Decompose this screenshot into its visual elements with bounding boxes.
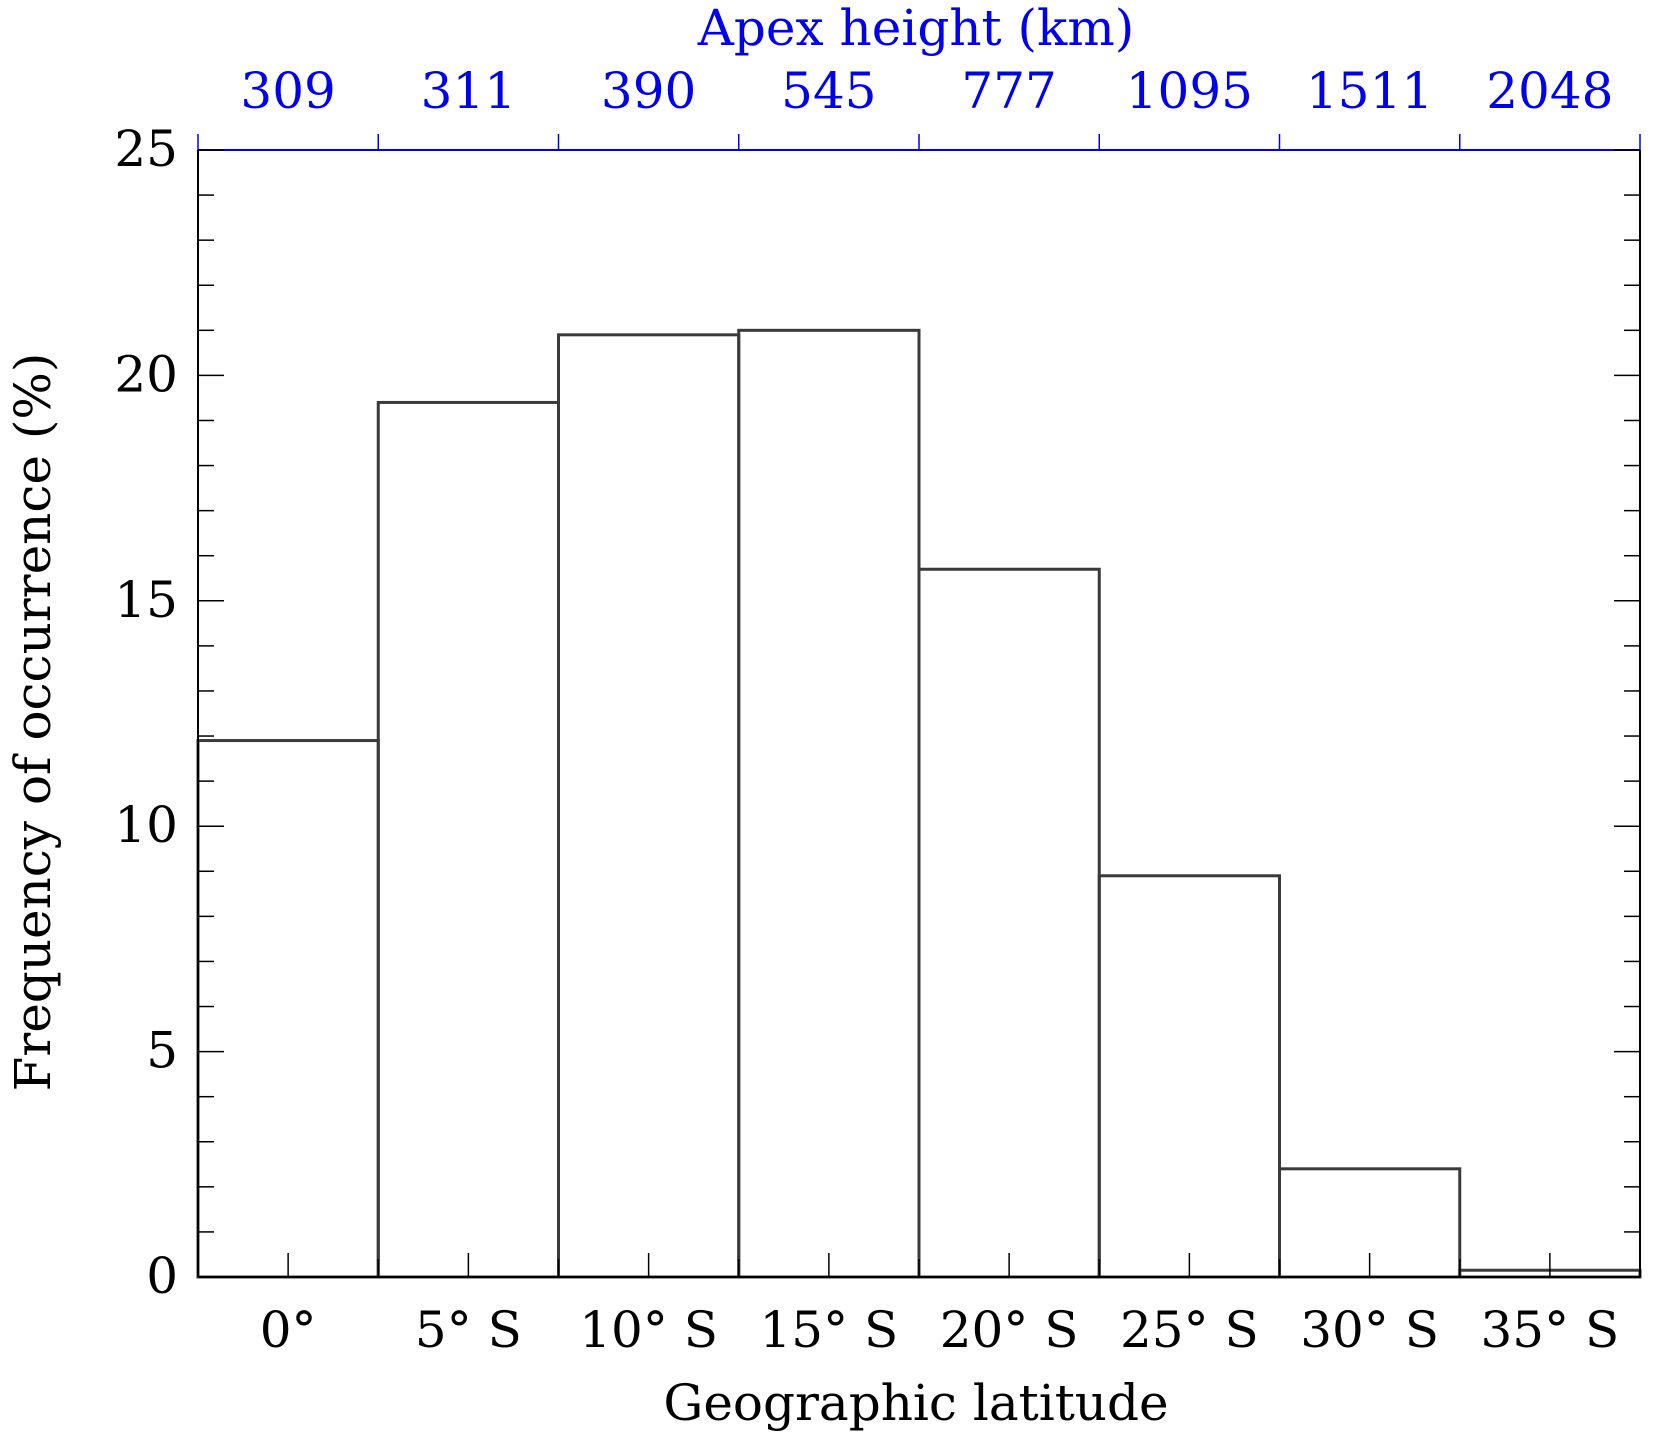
x-tick-label-1: 5° S bbox=[415, 1301, 522, 1359]
tick-labels-group: 0 5 10 15 20 25 0° 5° S 10° S 15° S 20° S 25° S 30° … bbox=[114, 62, 1619, 1359]
top-tick-label-1: 311 bbox=[421, 62, 516, 120]
x-tick-label-4: 20° S bbox=[940, 1301, 1079, 1359]
top-tick-label-3: 545 bbox=[781, 62, 876, 120]
y-axis-title: Frequency of occurrence (%) bbox=[4, 353, 62, 1092]
bar-5 bbox=[1097, 874, 1281, 1279]
y-tick-label-0: 0 bbox=[146, 1247, 178, 1305]
x-tick-label-7: 35° S bbox=[1480, 1301, 1619, 1359]
top-axis-title: Apex height (km) bbox=[697, 0, 1135, 57]
bars-group bbox=[196, 328, 1642, 1279]
y-tick-label-15: 15 bbox=[114, 571, 178, 629]
bar-0 bbox=[196, 739, 380, 1279]
bar-3 bbox=[737, 328, 921, 1279]
x-tick-label-5: 25° S bbox=[1120, 1301, 1259, 1359]
x-tick-label-3: 15° S bbox=[759, 1301, 898, 1359]
top-tick-label-0: 309 bbox=[240, 62, 335, 120]
top-tick-label-4: 777 bbox=[961, 62, 1056, 120]
top-tick-label-5: 1095 bbox=[1126, 62, 1253, 120]
bar-1 bbox=[376, 400, 560, 1279]
y-tick-label-25: 25 bbox=[114, 120, 178, 178]
x-axis-title: Geographic latitude bbox=[663, 1374, 1168, 1432]
y-tick-label-20: 20 bbox=[114, 345, 178, 403]
x-tick-label-6: 30° S bbox=[1300, 1301, 1439, 1359]
y-tick-label-10: 10 bbox=[114, 796, 178, 854]
top-tick-label-2: 390 bbox=[601, 62, 696, 120]
x-tick-label-2: 10° S bbox=[579, 1301, 718, 1359]
bar-4 bbox=[917, 567, 1101, 1279]
bar-2 bbox=[557, 333, 741, 1279]
top-tick-label-6: 1511 bbox=[1306, 62, 1433, 120]
axes-group bbox=[197, 134, 1641, 1278]
y-tick-label-5: 5 bbox=[146, 1022, 178, 1080]
x-tick-label-0: 0° bbox=[260, 1301, 317, 1359]
top-tick-label-7: 2048 bbox=[1486, 62, 1613, 120]
